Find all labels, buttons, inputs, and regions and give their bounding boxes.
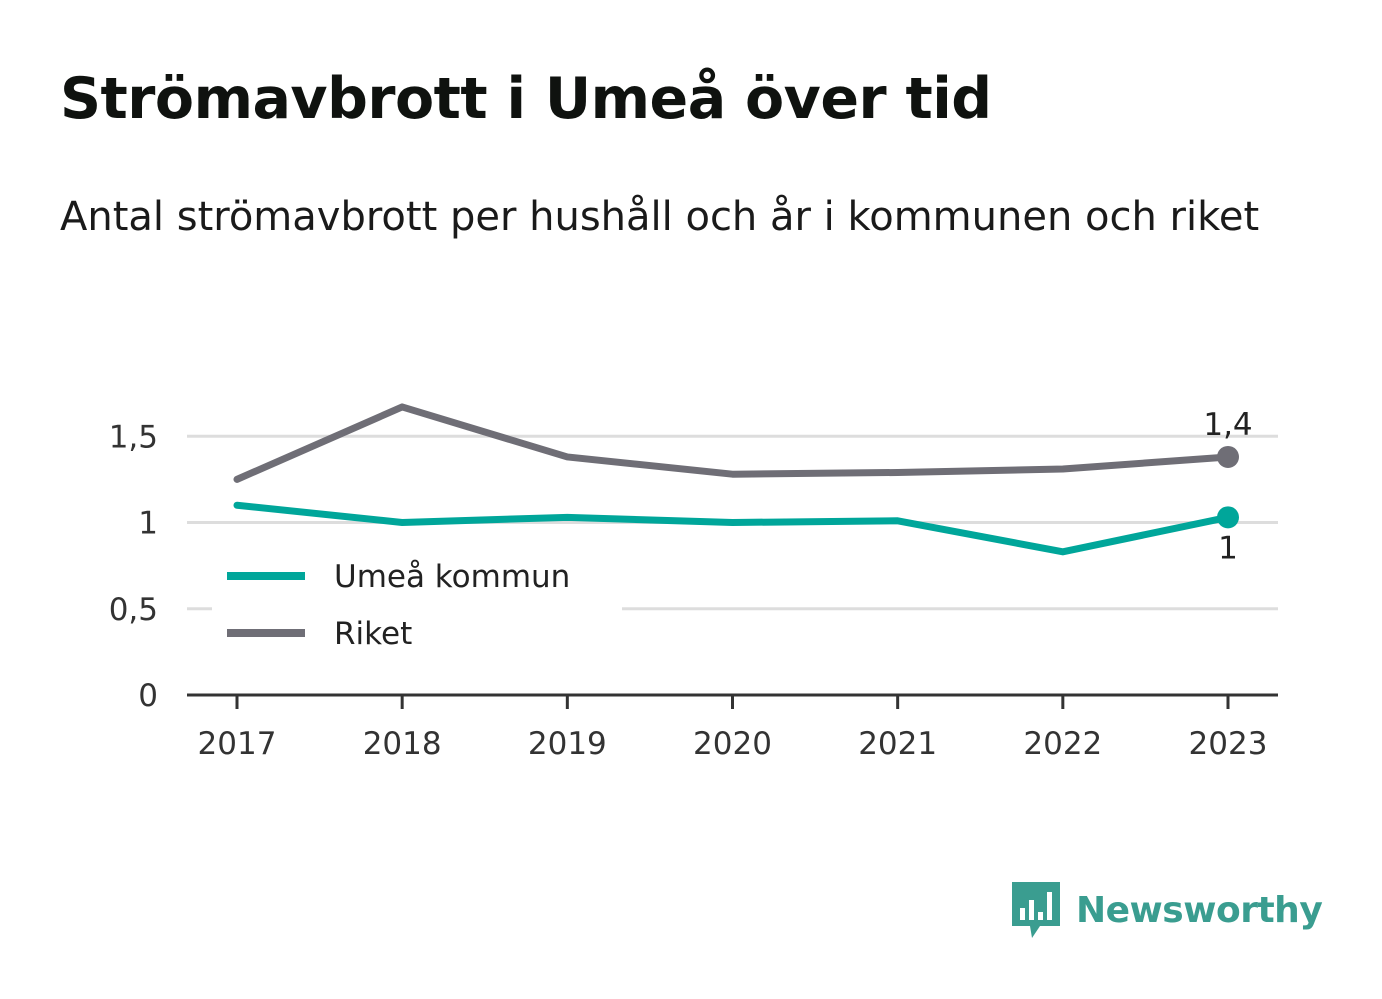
legend-label: Riket (334, 616, 412, 652)
x-axis-ticks: 2017 2018 2019 2020 2021 2022 2023 (198, 695, 1268, 762)
x-tick-label: 2019 (528, 726, 607, 762)
x-tick-label: 2023 (1189, 726, 1268, 762)
brand-logo: Newsworthy (1010, 880, 1323, 940)
data-point (1217, 506, 1239, 529)
legend: Umeå kommun Riket (212, 548, 622, 660)
chart-title: Strömavbrott i Umeå över tid (60, 66, 992, 132)
series-line-riket (233, 403, 1232, 483)
x-tick-label: 2022 (1023, 726, 1102, 762)
y-tick-label: 0,5 (109, 592, 158, 628)
series-line-umea-kommun (233, 501, 1232, 556)
series-lines: 1,41 (233, 403, 1253, 566)
data-label: 1 (1218, 530, 1238, 566)
chart-subtitle: Antal strömavbrott per hushåll och år i … (60, 194, 1260, 240)
data-point (1217, 445, 1239, 468)
legend-label: Umeå kommun (334, 559, 570, 595)
y-tick-label: 0 (138, 678, 158, 714)
legend-background (212, 548, 622, 660)
data-label: 1,4 (1203, 407, 1252, 443)
brand-name: Newsworthy (1076, 889, 1323, 931)
x-tick-label: 2020 (693, 726, 772, 762)
x-tick-label: 2017 (198, 726, 277, 762)
y-axis-ticks: 0 0,5 1 1,5 (109, 419, 158, 714)
y-tick-label: 1,5 (109, 419, 158, 455)
y-tick-label: 1 (138, 506, 158, 542)
newsworthy-logo-icon (1012, 882, 1060, 938)
x-tick-label: 2018 (363, 726, 442, 762)
x-tick-label: 2021 (858, 726, 937, 762)
